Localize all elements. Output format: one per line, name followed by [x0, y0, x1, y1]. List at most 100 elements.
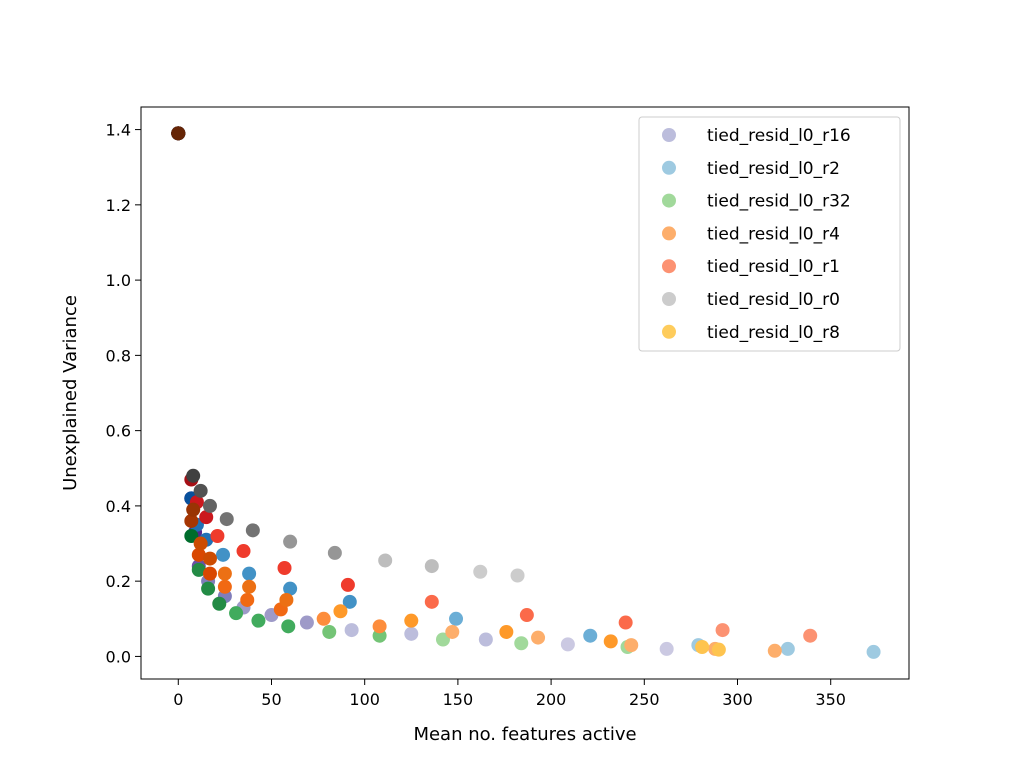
data-point	[242, 566, 257, 581]
x-tick-label: 150	[443, 690, 474, 709]
legend-marker	[662, 259, 676, 274]
data-point	[624, 638, 639, 653]
data-point	[184, 513, 199, 528]
data-point	[193, 536, 208, 551]
data-point	[316, 611, 331, 626]
data-point	[514, 636, 529, 651]
legend-marker	[662, 193, 676, 208]
legend-marker	[662, 324, 676, 339]
y-tick-label: 1.2	[106, 196, 131, 215]
x-axis: 0 50 100 150 200 250 300 350	[173, 679, 846, 709]
data-point	[201, 581, 216, 596]
x-tick-label: 300	[722, 690, 753, 709]
points-layer	[171, 126, 881, 659]
legend-marker	[662, 226, 676, 241]
data-point	[340, 577, 355, 592]
y-tick-label: 0.0	[106, 647, 131, 666]
data-point	[202, 566, 217, 581]
y-tick-label: 0.2	[106, 572, 131, 591]
data-point	[424, 594, 439, 609]
x-tick-label: 50	[261, 690, 281, 709]
data-point	[478, 632, 493, 647]
data-point	[499, 624, 514, 639]
legend-label: tied_resid_l0_r16	[707, 126, 851, 146]
y-axis: 0.0 0.2 0.4 0.6 0.8 1.0 1.2 1.4	[106, 121, 141, 666]
data-point	[283, 581, 298, 596]
data-point	[245, 523, 260, 538]
data-point	[344, 623, 359, 638]
y-tick-label: 1.0	[106, 271, 131, 290]
data-point	[342, 594, 357, 609]
data-point	[283, 534, 298, 549]
data-point	[531, 630, 546, 645]
data-point	[322, 624, 337, 639]
data-point	[202, 498, 217, 513]
y-tick-label: 1.4	[106, 121, 131, 140]
data-point	[333, 604, 348, 619]
data-point	[372, 619, 387, 634]
legend-marker	[662, 128, 676, 142]
legend-box	[638, 116, 901, 352]
legend-label: tied_resid_l0_r32	[707, 192, 851, 212]
data-point	[866, 644, 881, 659]
data-point	[404, 626, 419, 641]
data-point	[281, 619, 296, 634]
data-point	[618, 615, 633, 630]
data-point	[715, 623, 730, 638]
data-point	[711, 642, 726, 657]
series-tied_resid_l0_r0	[171, 126, 525, 583]
legend-label: tied_resid_l0_r0	[707, 290, 840, 310]
data-point	[780, 641, 795, 656]
data-point	[171, 126, 186, 141]
data-point	[603, 634, 618, 649]
x-tick-label: 350	[815, 690, 846, 709]
data-point	[378, 553, 393, 568]
data-point	[519, 608, 534, 623]
data-point	[435, 632, 450, 647]
data-point	[217, 566, 232, 581]
data-point	[216, 547, 231, 562]
data-point	[240, 592, 255, 607]
y-axis-label: Unexplained Variance	[60, 295, 81, 491]
plot-frame	[140, 106, 910, 680]
data-point	[242, 579, 257, 594]
data-point	[193, 483, 208, 498]
data-point	[279, 592, 294, 607]
legend-marker	[662, 292, 676, 306]
data-point	[404, 613, 419, 628]
legend-label: tied_resid_l0_r8	[707, 323, 840, 343]
data-point	[202, 551, 217, 566]
data-point	[767, 643, 782, 658]
data-point	[219, 512, 234, 527]
legend: tied_resid_l0_r16 tied_resid_l0_r2 tied_re…	[638, 116, 901, 352]
data-point	[191, 547, 206, 562]
data-point	[299, 615, 314, 630]
data-point	[229, 606, 244, 621]
y-tick-label: 0.8	[106, 346, 131, 365]
legend-label: tied_resid_l0_r4	[707, 224, 840, 244]
y-tick-label: 0.4	[106, 497, 131, 516]
y-tick-label: 0.6	[106, 422, 131, 441]
legend-marker	[662, 160, 676, 175]
data-point	[327, 545, 342, 560]
data-point	[184, 529, 199, 543]
data-point	[210, 529, 225, 543]
data-point	[560, 637, 575, 652]
series-tied_resid_l0_r8	[171, 126, 726, 657]
data-point	[186, 468, 201, 483]
data-point	[199, 510, 214, 525]
x-axis-label: Mean no. features active	[413, 724, 636, 745]
data-point	[236, 544, 251, 559]
x-tick-label: 100	[349, 690, 380, 709]
legend-label: tied_resid_l0_r1	[707, 257, 840, 277]
data-point	[277, 560, 292, 575]
data-point	[803, 628, 818, 643]
data-point	[695, 640, 710, 655]
data-point	[659, 641, 674, 656]
data-point	[583, 628, 598, 643]
data-point	[217, 579, 232, 594]
data-point	[212, 596, 227, 611]
data-point	[473, 564, 488, 579]
